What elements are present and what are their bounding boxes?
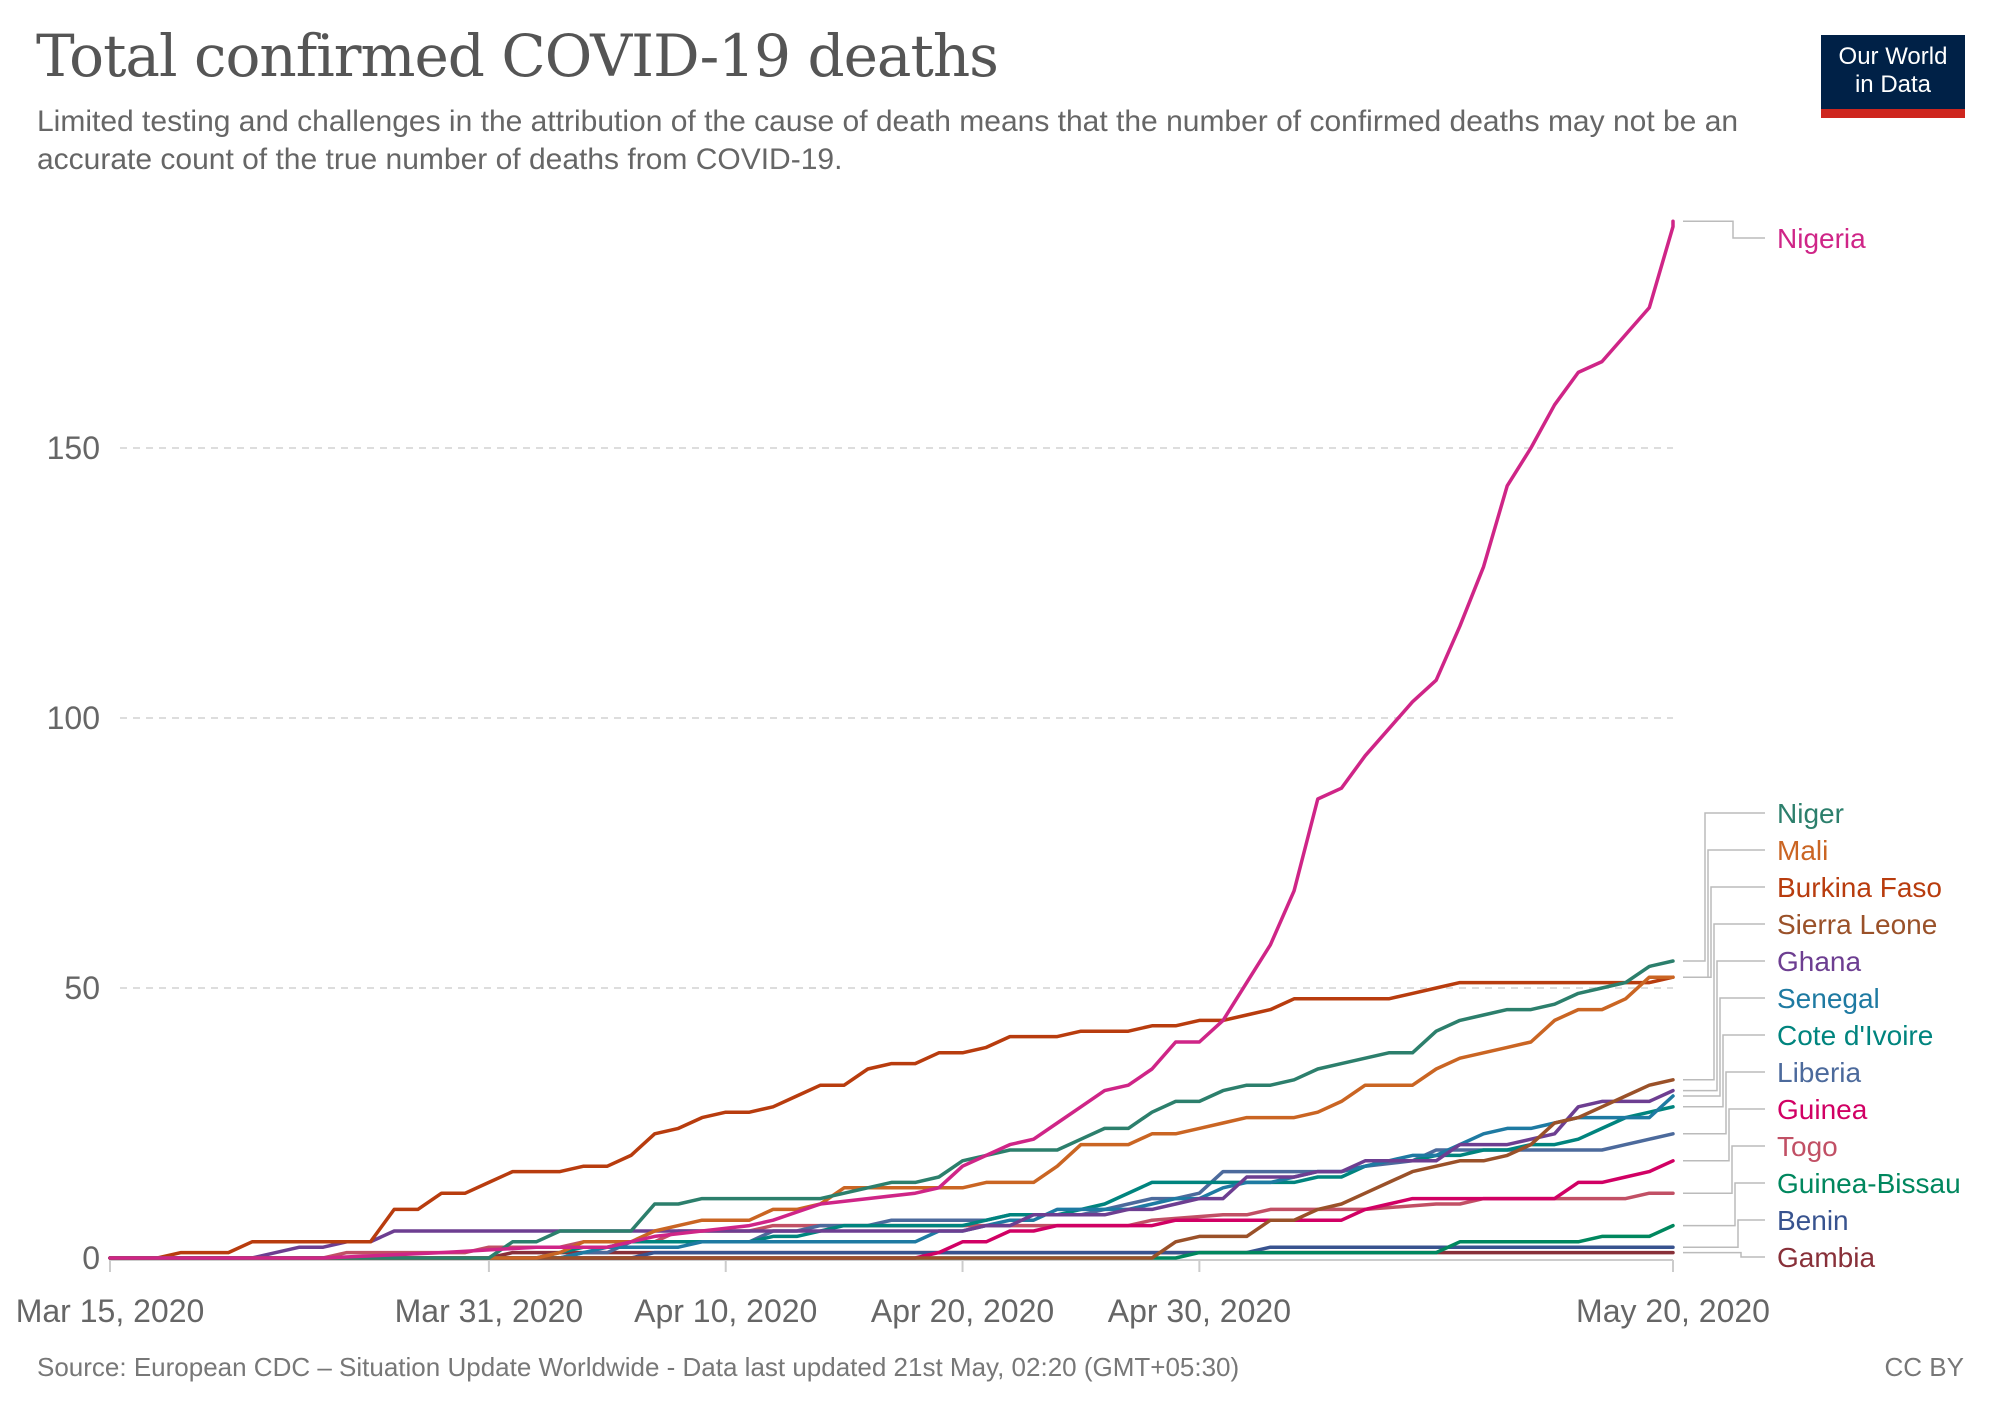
- legend-label-togo[interactable]: Togo: [1777, 1131, 1838, 1162]
- legend-leader-line: [1683, 1034, 1765, 1108]
- legend-label-liberia[interactable]: Liberia: [1777, 1057, 1861, 1088]
- legend-leader-line: [1683, 220, 1765, 239]
- legend-label-cote-d-ivoire[interactable]: Cote d'Ivoire: [1777, 1020, 1933, 1051]
- legend-label-guinea-bissau[interactable]: Guinea-Bissau: [1777, 1168, 1961, 1199]
- legend-label-niger[interactable]: Niger: [1777, 798, 1844, 829]
- legend-label-benin[interactable]: Benin: [1777, 1205, 1849, 1236]
- license-link[interactable]: CC BY: [1884, 1352, 1964, 1382]
- legend-leader-line: [1683, 1251, 1765, 1258]
- legend-leader-line: [1683, 1219, 1765, 1248]
- legend-label-nigeria[interactable]: Nigeria: [1777, 223, 1866, 254]
- y-tick-label: 50: [64, 970, 100, 1006]
- legend-label-burkina-faso[interactable]: Burkina Faso: [1777, 872, 1942, 903]
- series-lines: [108, 219, 1675, 1260]
- series-line-niger[interactable]: [108, 959, 1675, 1260]
- gridlines: [120, 447, 1673, 989]
- series-line-nigeria[interactable]: [108, 219, 1675, 1260]
- legend-label-ghana[interactable]: Ghana: [1777, 946, 1861, 977]
- legend-label-mali[interactable]: Mali: [1777, 835, 1828, 866]
- series-line-ghana[interactable]: [108, 1088, 1675, 1260]
- chart-title: Total confirmed COVID-19 deaths: [36, 22, 999, 90]
- legend-leader-line: [1683, 1071, 1765, 1135]
- legend-leader-line: [1683, 812, 1765, 962]
- legend-leader-line: [1683, 849, 1765, 978]
- legend-leader-line: [1683, 960, 1765, 1092]
- x-tick-label: Mar 15, 2020: [16, 1293, 205, 1329]
- series-line-burkina-faso[interactable]: [108, 975, 1675, 1260]
- x-tick-label: Apr 20, 2020: [871, 1293, 1054, 1329]
- series-line-guinea[interactable]: [108, 1159, 1675, 1260]
- x-tick-label: Apr 30, 2020: [1108, 1293, 1291, 1329]
- y-axis: 0 50 100 150: [47, 430, 100, 1276]
- x-tick-label: May 20, 2020: [1576, 1293, 1770, 1329]
- legend-label-sierra-leone[interactable]: Sierra Leone: [1777, 909, 1937, 940]
- series-line-sierra-leone[interactable]: [108, 1078, 1675, 1260]
- legend-label-senegal[interactable]: Senegal: [1777, 983, 1880, 1014]
- chart-subtitle: Limited testing and challenges in the at…: [37, 105, 1739, 176]
- series-line-mali[interactable]: [108, 975, 1675, 1260]
- legend-leader-line: [1683, 1145, 1765, 1194]
- logo-line-1: Our World: [1838, 43, 1948, 70]
- y-tick-label: 150: [47, 430, 100, 466]
- legend: Nigeria Niger Mali Burkina Faso Sierra Leone…: [1683, 220, 1961, 1273]
- x-axis: Mar 15, 2020 Mar 31, 2020 Apr 10, 2020 Apr …: [16, 1259, 1770, 1329]
- source-note[interactable]: Source: European CDC – Situation Update …: [37, 1352, 1240, 1382]
- legend-leader-line: [1683, 1182, 1765, 1227]
- legend-leader-line: [1683, 923, 1765, 1081]
- owid-logo[interactable]: Our World in Data: [1821, 35, 1965, 118]
- legend-label-gambia[interactable]: Gambia: [1777, 1242, 1875, 1273]
- legend-label-guinea[interactable]: Guinea: [1777, 1094, 1868, 1125]
- y-tick-label: 100: [47, 700, 100, 736]
- legend-leader-line: [1683, 1108, 1765, 1162]
- logo-line-2: in Data: [1854, 71, 1932, 98]
- series-line-guinea-bissau[interactable]: [108, 1223, 1675, 1260]
- logo-accent-bar: [1821, 109, 1965, 118]
- legend-leader-line: [1683, 997, 1765, 1097]
- legend-leader-line: [1683, 886, 1765, 978]
- y-tick-label: 0: [82, 1240, 100, 1276]
- x-tick-label: Apr 10, 2020: [634, 1293, 817, 1329]
- x-tick-label: Mar 31, 2020: [395, 1293, 584, 1329]
- series-line-senegal[interactable]: [108, 1094, 1675, 1260]
